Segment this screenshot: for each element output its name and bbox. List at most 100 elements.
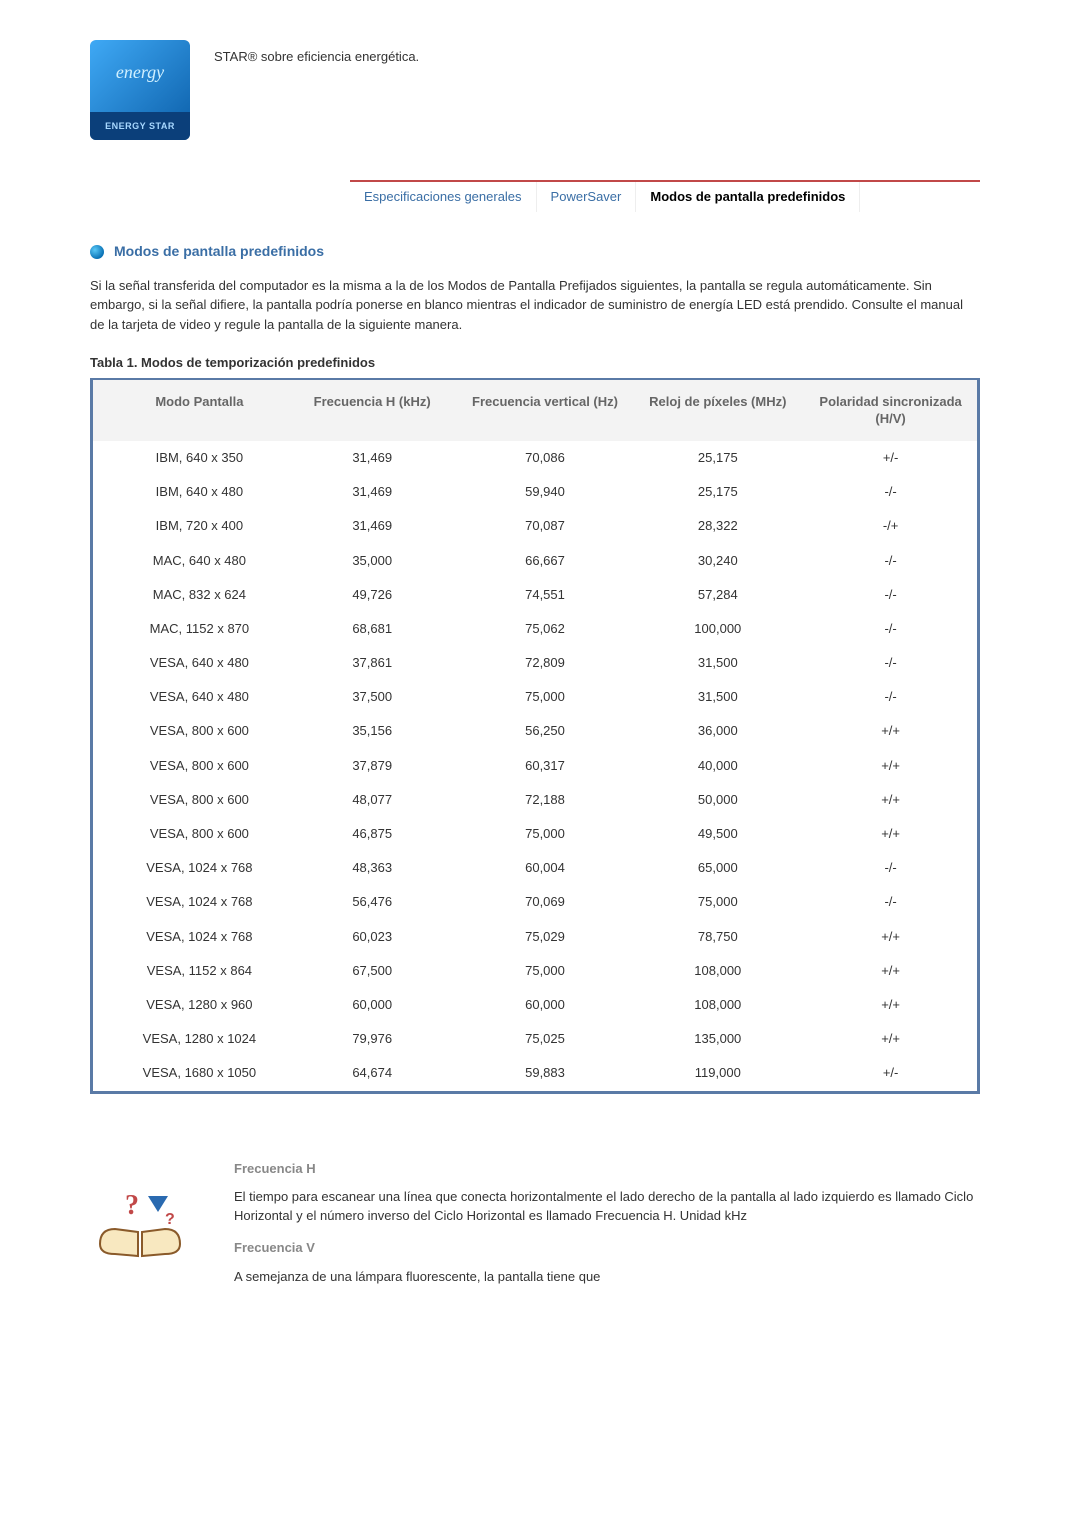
timing-table: Modo Pantalla Frecuencia H (kHz) Frecuen… <box>90 378 980 1093</box>
table-cell: 40,000 <box>631 757 804 775</box>
table-cell: 48,363 <box>286 859 459 877</box>
table-cell: -/- <box>804 483 977 501</box>
table-cell: 56,250 <box>459 722 632 740</box>
table-cell: 108,000 <box>631 996 804 1014</box>
table-cell: +/+ <box>804 722 977 740</box>
table-cell: VESA, 640 x 480 <box>93 654 286 672</box>
table-row: IBM, 720 x 40031,46970,08728,322-/+ <box>93 509 977 543</box>
table-cell: VESA, 800 x 600 <box>93 722 286 740</box>
table-cell: -/- <box>804 859 977 877</box>
table-cell: 75,062 <box>459 620 632 638</box>
table-row: MAC, 640 x 48035,00066,66730,240-/- <box>93 544 977 578</box>
table-cell: 60,000 <box>459 996 632 1014</box>
table-cell: 25,175 <box>631 483 804 501</box>
col-header-pixel-clock: Reloj de píxeles (MHz) <box>631 394 804 427</box>
definitions-text: Frecuencia H El tiempo para escanear una… <box>234 1154 980 1301</box>
table-row: VESA, 1024 x 76860,02375,02978,750+/+ <box>93 920 977 954</box>
table-cell: 64,674 <box>286 1064 459 1082</box>
table-cell: 60,004 <box>459 859 632 877</box>
table-cell: MAC, 640 x 480 <box>93 552 286 570</box>
table-cell: 59,883 <box>459 1064 632 1082</box>
table-cell: 59,940 <box>459 483 632 501</box>
col-header-polarity: Polaridad sincronizada (H/V) <box>804 394 977 427</box>
table-row: IBM, 640 x 35031,46970,08625,175+/- <box>93 441 977 475</box>
table-cell: 50,000 <box>631 791 804 809</box>
table-cell: VESA, 800 x 600 <box>93 825 286 843</box>
col-header-freq-h: Frecuencia H (kHz) <box>286 394 459 427</box>
table-cell: +/+ <box>804 825 977 843</box>
table-cell: 48,077 <box>286 791 459 809</box>
definitions-block: ? ? Frecuencia H El tiempo para escanear… <box>90 1154 980 1301</box>
col-header-mode: Modo Pantalla <box>93 394 286 427</box>
section-header: Modos de pantalla predefinidos <box>90 242 980 262</box>
table-cell: +/+ <box>804 757 977 775</box>
table-cell: 72,809 <box>459 654 632 672</box>
table-cell: 31,469 <box>286 517 459 535</box>
table-cell: 28,322 <box>631 517 804 535</box>
header-row: energy ENERGY STAR STAR® sobre eficienci… <box>90 40 980 140</box>
tab-bar: Especificaciones generales PowerSaver Mo… <box>350 180 980 212</box>
table-cell: MAC, 1152 x 870 <box>93 620 286 638</box>
logo-band: ENERGY STAR <box>90 112 190 140</box>
table-row: VESA, 1280 x 102479,97675,025135,000+/+ <box>93 1022 977 1056</box>
bullet-icon <box>90 245 104 259</box>
table-cell: -/- <box>804 552 977 570</box>
table-cell: -/+ <box>804 517 977 535</box>
table-cell: VESA, 640 x 480 <box>93 688 286 706</box>
table-cell: 78,750 <box>631 928 804 946</box>
table-cell: 79,976 <box>286 1030 459 1048</box>
table-cell: 49,726 <box>286 586 459 604</box>
table-cell: -/- <box>804 654 977 672</box>
table-cell: 31,469 <box>286 483 459 501</box>
table-cell: +/- <box>804 449 977 467</box>
table-cell: MAC, 832 x 624 <box>93 586 286 604</box>
def-desc-freq-h: El tiempo para escanear una línea que co… <box>234 1188 980 1226</box>
table-cell: IBM, 640 x 480 <box>93 483 286 501</box>
table-cell: IBM, 640 x 350 <box>93 449 286 467</box>
table-cell: +/+ <box>804 962 977 980</box>
table-cell: 68,681 <box>286 620 459 638</box>
table-row: MAC, 832 x 62449,72674,55157,284-/- <box>93 578 977 612</box>
table-cell: 37,500 <box>286 688 459 706</box>
table-cell: 72,188 <box>459 791 632 809</box>
table-cell: -/- <box>804 688 977 706</box>
table-cell: VESA, 1280 x 960 <box>93 996 286 1014</box>
def-desc-freq-v: A semejanza de una lámpara fluorescente,… <box>234 1268 980 1287</box>
table-cell: 30,240 <box>631 552 804 570</box>
table-cell: 75,000 <box>459 688 632 706</box>
tab-powersaver[interactable]: PowerSaver <box>537 182 637 212</box>
def-term-freq-h: Frecuencia H <box>234 1160 980 1178</box>
tab-especificaciones[interactable]: Especificaciones generales <box>350 182 537 212</box>
table-cell: 100,000 <box>631 620 804 638</box>
header-caption: STAR® sobre eficiencia energética. <box>214 49 419 64</box>
table-cell: VESA, 1280 x 1024 <box>93 1030 286 1048</box>
table-cell: VESA, 1024 x 768 <box>93 859 286 877</box>
table-cell: 57,284 <box>631 586 804 604</box>
table-row: VESA, 1280 x 96060,00060,000108,000+/+ <box>93 988 977 1022</box>
table-cell: 75,029 <box>459 928 632 946</box>
table-cell: 108,000 <box>631 962 804 980</box>
table-cell: 70,069 <box>459 893 632 911</box>
book-icon: ? ? <box>90 1154 210 1301</box>
col-header-freq-v: Frecuencia vertical (Hz) <box>459 394 632 427</box>
table-cell: 56,476 <box>286 893 459 911</box>
table-row: MAC, 1152 x 87068,68175,062100,000-/- <box>93 612 977 646</box>
table-cell: 65,000 <box>631 859 804 877</box>
tab-modos-predefinidos[interactable]: Modos de pantalla predefinidos <box>636 182 860 212</box>
table-row: VESA, 640 x 48037,86172,80931,500-/- <box>93 646 977 680</box>
table-header-row: Modo Pantalla Frecuencia H (kHz) Frecuen… <box>93 380 977 441</box>
table-cell: IBM, 720 x 400 <box>93 517 286 535</box>
table-cell: 66,667 <box>459 552 632 570</box>
intro-paragraph: Si la señal transferida del computador e… <box>90 276 980 335</box>
def-term-freq-v: Frecuencia V <box>234 1239 980 1257</box>
table-caption: Tabla 1. Modos de temporización predefin… <box>90 354 980 372</box>
table-cell: +/- <box>804 1064 977 1082</box>
table-cell: 60,317 <box>459 757 632 775</box>
table-cell: 75,000 <box>459 825 632 843</box>
table-row: IBM, 640 x 48031,46959,94025,175-/- <box>93 475 977 509</box>
table-cell: 37,861 <box>286 654 459 672</box>
table-cell: -/- <box>804 620 977 638</box>
table-cell: 75,000 <box>459 962 632 980</box>
header-text: STAR® sobre eficiencia energética. <box>214 40 419 66</box>
table-cell: 74,551 <box>459 586 632 604</box>
